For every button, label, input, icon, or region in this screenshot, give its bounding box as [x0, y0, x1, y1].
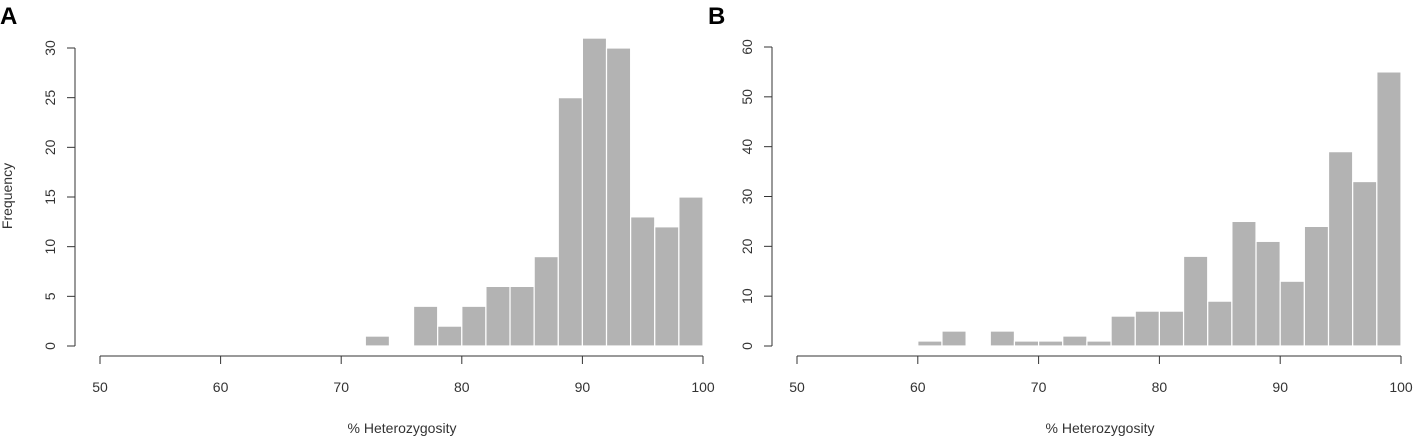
panel-b-bar-84-86 — [1207, 300, 1233, 347]
panel-b-x-tick-label-80: 80 — [1152, 379, 1168, 395]
panel-b-bar-98-100 — [1376, 71, 1402, 347]
panel-a-x-axis: 50 60 70 80 90 100 — [92, 355, 715, 395]
panel-a-x-tick-label-80: 80 — [454, 379, 470, 395]
panel-a-y-axis-title: Frequency — [0, 163, 15, 229]
panel-a-x-tick-label-100: 100 — [691, 379, 715, 395]
panel-b-bar-68-70 — [1013, 340, 1040, 347]
panel-b-x-tick-label-70: 70 — [1031, 379, 1047, 395]
panel-b-y-tick-label-60: 60 — [739, 39, 755, 55]
panel-b-x-tick-label-90: 90 — [1272, 379, 1288, 395]
panel-a-y-tick-label-5: 5 — [42, 292, 58, 300]
panel-b-y-tick-label-30: 30 — [739, 189, 755, 205]
panel-a-x-tick-label-50: 50 — [92, 379, 108, 395]
panel-b-x-tick-label-50: 50 — [789, 379, 805, 395]
panel-a-bar-92-94 — [605, 47, 632, 347]
panel-b-y-axis: 0 10 20 30 40 50 60 — [739, 39, 773, 350]
panel-a-x-tick-label-90: 90 — [575, 379, 591, 395]
panel-a-x-tick-label-60: 60 — [213, 379, 229, 395]
panel-b-x-axis-title: % Heterozygosity — [1046, 420, 1155, 436]
panel-b-bar-76-78 — [1110, 315, 1136, 347]
panel-b-x-tick-label-60: 60 — [910, 379, 926, 395]
panel-b-bar-86-88 — [1231, 220, 1257, 347]
panel-a-y-tick-label-20: 20 — [42, 139, 58, 155]
panel-b-bar-92-94 — [1303, 225, 1330, 347]
panel-a-y-tick-label-0: 0 — [42, 342, 58, 350]
panel-b-histogram: B % Heterozygosity 50 60 70 80 90 100 0 10 20 30… — [708, 3, 1413, 436]
panel-b-bar-62-64 — [941, 330, 967, 347]
panel-b-y-tick-label-0: 0 — [739, 342, 755, 350]
panel-b-bar-82-84 — [1182, 255, 1209, 347]
panel-a-y-tick-label-10: 10 — [42, 239, 58, 255]
panel-a-bar-76-78 — [412, 305, 439, 347]
panel-b-x-axis: 50 60 70 80 90 100 — [789, 355, 1413, 395]
panel-b-bar-80-82 — [1158, 310, 1185, 347]
panel-a-bar-90-92 — [581, 37, 608, 347]
panel-a-letter: A — [0, 3, 17, 30]
panel-a-bar-88-90 — [557, 97, 584, 347]
panel-a-histogram: A Frequency % Heterozygosity 50 60 70 80 90 1… — [0, 3, 715, 436]
panel-b-bar-88-90 — [1255, 240, 1281, 347]
panel-a-bar-82-84 — [485, 285, 511, 347]
panel-a-bar-72-74 — [364, 335, 391, 347]
panel-b-bar-74-76 — [1086, 340, 1112, 347]
panel-b-bar-66-68 — [989, 330, 1016, 347]
panel-a-bar-78-80 — [437, 325, 463, 347]
panel-a-bars — [364, 37, 704, 347]
panel-a-bar-86-88 — [533, 256, 559, 347]
panel-a-x-axis-title: % Heterozygosity — [348, 420, 457, 436]
panel-b-letter: B — [708, 3, 725, 30]
panel-b-y-tick-label-40: 40 — [739, 139, 755, 155]
panel-a-x-tick-label-70: 70 — [333, 379, 349, 395]
panel-a-bar-80-82 — [461, 305, 487, 347]
panel-b-bar-70-72 — [1037, 340, 1064, 347]
panel-b-bar-60-62 — [917, 340, 943, 347]
panel-b-bar-78-80 — [1134, 310, 1160, 347]
panel-b-bar-72-74 — [1062, 335, 1088, 347]
panel-b-y-tick-label-10: 10 — [739, 288, 755, 304]
panel-a-bar-96-98 — [654, 226, 680, 347]
panel-a-bar-84-86 — [509, 285, 535, 347]
panel-a-bar-98-100 — [678, 196, 704, 347]
panel-a-y-tick-label-30: 30 — [42, 40, 58, 56]
panel-b-bars — [917, 71, 1402, 347]
panel-b-bar-90-92 — [1279, 280, 1305, 347]
panel-b-y-tick-label-20: 20 — [739, 238, 755, 254]
panel-a-y-tick-label-15: 15 — [42, 189, 58, 205]
panel-b-bar-94-96 — [1327, 151, 1354, 347]
panel-b-y-tick-label-50: 50 — [739, 89, 755, 105]
panel-a-y-axis: 0 5 10 15 20 25 30 — [42, 40, 76, 350]
panel-a-bar-94-96 — [630, 216, 656, 347]
panel-b-bar-96-98 — [1352, 180, 1378, 347]
panel-b-x-tick-label-100: 100 — [1389, 379, 1413, 395]
panel-a-y-tick-label-25: 25 — [42, 90, 58, 106]
